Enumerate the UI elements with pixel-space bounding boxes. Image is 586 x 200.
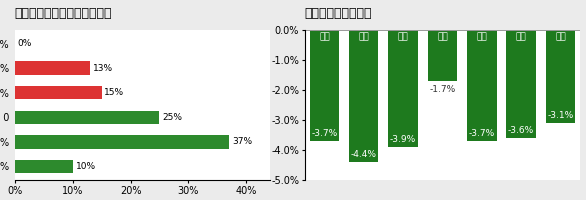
Bar — [309, 30, 339, 141]
Bar — [15, 61, 90, 75]
Text: -3.7%: -3.7% — [469, 129, 495, 138]
Bar — [467, 30, 496, 141]
Bar — [15, 160, 73, 173]
Bar — [506, 30, 536, 138]
Text: 25%: 25% — [162, 113, 182, 122]
Text: 15%: 15% — [104, 88, 125, 97]
Text: 龙岗: 龙岗 — [516, 32, 526, 41]
Text: -4.4%: -4.4% — [351, 150, 377, 159]
Bar — [15, 135, 229, 149]
Text: -3.6%: -3.6% — [508, 126, 534, 135]
Text: -3.9%: -3.9% — [390, 135, 416, 144]
Text: 福田: 福田 — [359, 32, 369, 41]
Bar — [15, 86, 101, 99]
Text: 南山: 南山 — [398, 32, 408, 41]
Bar — [349, 30, 379, 162]
Bar — [389, 30, 418, 147]
Text: 各区域价格变动幅度: 各区域价格变动幅度 — [305, 7, 372, 20]
Text: 盐田: 盐田 — [437, 32, 448, 41]
Text: 龙华: 龙华 — [555, 32, 566, 41]
Text: -3.7%: -3.7% — [311, 129, 338, 138]
Text: 37%: 37% — [232, 137, 252, 146]
Bar — [15, 111, 159, 124]
Text: 13%: 13% — [93, 64, 113, 73]
Bar — [546, 30, 575, 123]
Text: -3.1%: -3.1% — [547, 111, 574, 120]
Text: 罗湖: 罗湖 — [319, 32, 330, 41]
Text: 10%: 10% — [76, 162, 96, 171]
Text: 宝安: 宝安 — [476, 32, 487, 41]
Text: 样本楼盘各价格变动区间占比: 样本楼盘各价格变动区间占比 — [15, 7, 112, 20]
Text: -1.7%: -1.7% — [430, 85, 455, 94]
Bar — [428, 30, 457, 81]
Text: 0%: 0% — [18, 39, 32, 48]
